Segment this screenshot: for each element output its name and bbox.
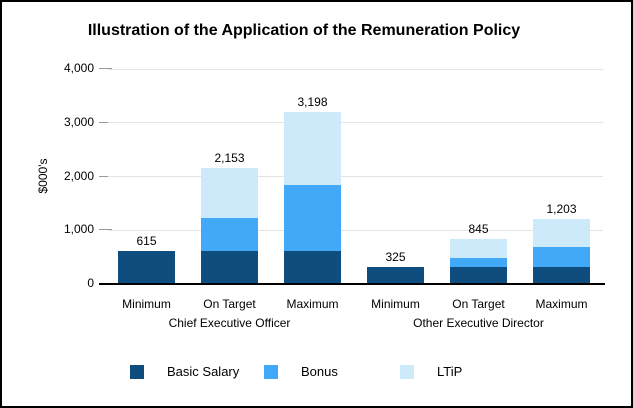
x-axis-category-label: Maximum xyxy=(286,297,339,311)
bar-total-label: 615 xyxy=(136,233,157,248)
legend-label: Bonus xyxy=(301,364,338,379)
gridline xyxy=(108,176,603,177)
bar-segment-basic-salary xyxy=(284,250,341,284)
legend: Basic Salary Bonus LTiP xyxy=(2,363,631,383)
legend-swatch xyxy=(264,365,278,379)
bar-segment-ltip xyxy=(533,219,590,248)
y-axis-tick-label: 3,000 xyxy=(63,114,94,129)
legend-swatch xyxy=(130,365,144,379)
bar-total-label: 2,153 xyxy=(214,151,245,166)
legend-label: LTiP xyxy=(437,364,463,379)
bar-segment-basic-salary xyxy=(118,250,175,284)
x-axis-line xyxy=(99,283,605,285)
legend-swatch xyxy=(400,365,414,379)
x-axis-category-label: Maximum xyxy=(535,297,588,311)
y-axis-tick xyxy=(99,68,112,69)
bar-total-label: 845 xyxy=(468,221,489,236)
x-axis-group-label: Other Executive Director xyxy=(413,316,544,330)
bar-segment-basic-salary xyxy=(533,266,590,284)
bar-segment-bonus xyxy=(201,217,258,251)
bar-segment-basic-salary xyxy=(367,266,424,284)
bar-total-label: 325 xyxy=(385,249,406,264)
bar-segment-bonus xyxy=(284,184,341,251)
y-axis-tick-label: 2,000 xyxy=(63,168,94,183)
bar-segment-basic-salary xyxy=(201,250,258,284)
legend-label: Basic Salary xyxy=(167,364,240,379)
x-axis-category-label: On Target xyxy=(452,297,505,311)
bar-total-label: 1,203 xyxy=(546,202,577,217)
bar-segment-ltip xyxy=(450,238,507,258)
bar-total-label: 3,198 xyxy=(297,95,328,110)
gridline xyxy=(108,122,603,124)
gridline xyxy=(108,229,603,231)
bar-segment-bonus xyxy=(533,247,590,267)
bar-segment-bonus xyxy=(450,257,507,267)
y-axis-tick-label: 4,000 xyxy=(63,61,94,75)
bar-segment-ltip xyxy=(284,112,341,185)
plot-area xyxy=(105,68,603,284)
y-axis-tick xyxy=(99,229,112,231)
bar-segment-basic-salary xyxy=(450,266,507,284)
chart-title: Illustration of the Application of the R… xyxy=(87,22,521,39)
y-axis-tick xyxy=(99,175,112,177)
x-axis-category-label: On Target xyxy=(203,297,256,311)
x-axis-category-label: Minimum xyxy=(371,297,420,311)
y-axis-tick-label: 0 xyxy=(87,276,94,290)
x-axis-group-label: Chief Executive Officer xyxy=(168,316,291,330)
bar-segment-ltip xyxy=(201,168,258,218)
y-axis-tick-label: 1,000 xyxy=(63,222,94,237)
gridline xyxy=(108,68,603,70)
x-axis-category-label: Minimum xyxy=(122,297,171,311)
y-axis-tick xyxy=(99,121,112,123)
